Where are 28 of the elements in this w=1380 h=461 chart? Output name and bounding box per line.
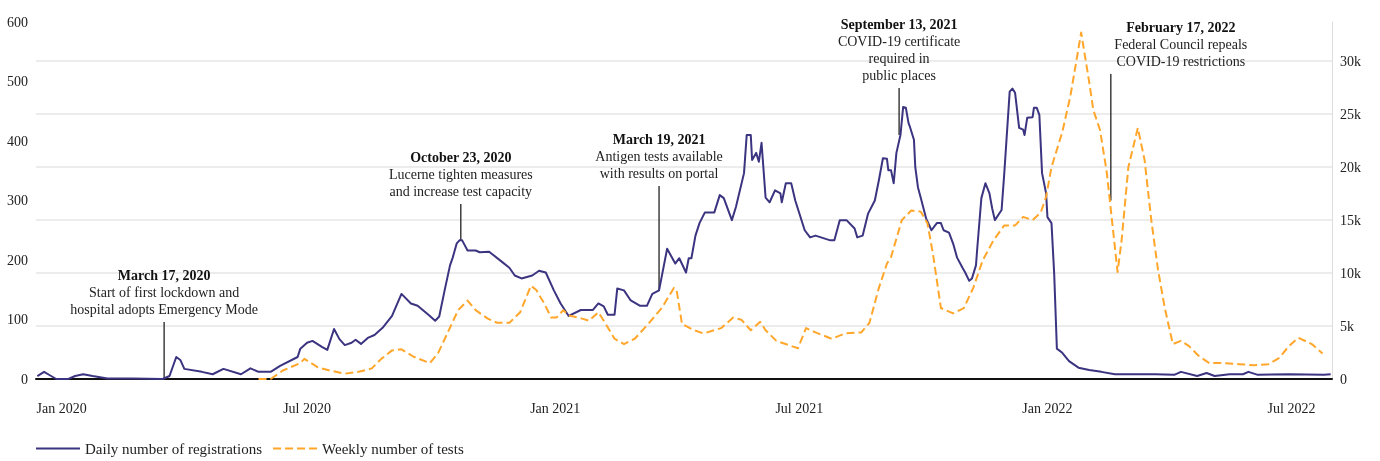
y-tick-label: 500 <box>7 74 28 89</box>
y-tick-label: 100 <box>7 312 28 327</box>
y-tick-label: 600 <box>7 14 28 30</box>
y2-tick-label: 25k <box>1340 106 1361 122</box>
y-tick-label: 300 <box>7 193 28 208</box>
x-tick-label: Jan 2020 <box>36 400 87 416</box>
annotation: October 23, 2020 Lucerne tighten measures and increase test capacity <box>388 150 533 199</box>
legend-label: Weekly number of tests <box>322 440 464 457</box>
annotation: February 17, 2022 Federal Council repeals COVID-19 restrictions <box>1114 20 1248 69</box>
annotation: September 13, 2021 COVID-19 certificate required in public places <box>837 17 961 83</box>
annotation: March 17, 2020 Start of first lockdown and hospital adopts Emergency Mode <box>70 268 258 317</box>
y-tick-label: 200 <box>7 252 28 268</box>
x-tick-label: Jul 2020 <box>283 400 331 416</box>
y2-tick-label: 0 <box>1340 371 1347 387</box>
y2-tick-label: 15k <box>1340 212 1361 228</box>
line-series <box>36 87 1332 380</box>
y2-tick-label: 30k <box>1340 53 1361 69</box>
x-tick-label: Jan 2022 <box>1022 400 1073 416</box>
y-tick-label: 0 <box>21 371 28 387</box>
y-tick-label: 400 <box>7 133 28 149</box>
y2-tick-label: 5k <box>1340 318 1354 334</box>
y2-tick-label: 10k <box>1340 265 1361 281</box>
x-tick-label: Jul 2022 <box>1267 400 1316 416</box>
x-tick-label: Jan 2021 <box>530 400 581 416</box>
legend-label: Daily number of registrations <box>85 440 263 457</box>
x-tick-label: Jul 2021 <box>775 400 824 416</box>
annotation: March 19, 2021 Antigen tests available with results on portal <box>595 132 723 181</box>
y2-tick-label: 20k <box>1340 159 1361 175</box>
